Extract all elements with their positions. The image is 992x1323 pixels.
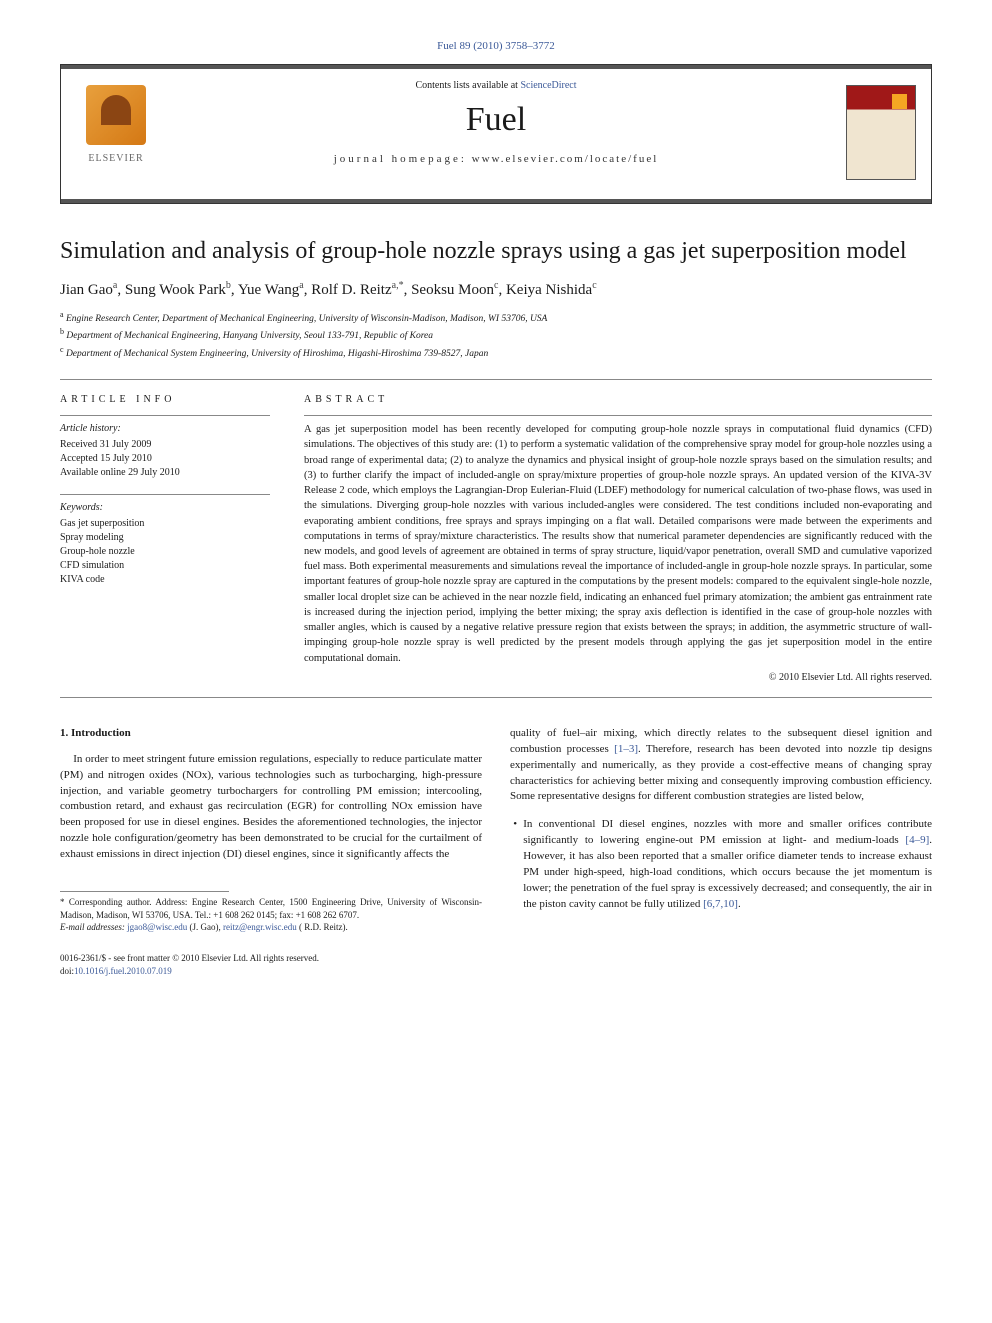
- bullet-list: In conventional DI diesel engines, nozzl…: [510, 817, 932, 913]
- body-column-right: quality of fuel–air mixing, which direct…: [510, 726, 932, 934]
- keywords-label: Keywords:: [60, 501, 270, 515]
- header-center: Contents lists available at ScienceDirec…: [181, 80, 811, 165]
- affiliations: a Engine Research Center, Department of …: [60, 309, 932, 361]
- article-history-label: Article history:: [60, 422, 270, 436]
- author: Keiya Nishidac: [506, 282, 597, 298]
- doi-line: doi:10.1016/j.fuel.2010.07.019: [60, 965, 932, 978]
- keyword: KIVA code: [60, 573, 270, 587]
- article-info-heading: ARTICLE INFO: [60, 394, 270, 405]
- history-item: Available online 29 July 2010: [60, 466, 270, 480]
- elsevier-label: ELSEVIER: [76, 153, 156, 164]
- section-heading: 1. Introduction: [60, 726, 482, 742]
- email-line: E-mail addresses: jgao8@wisc.edu (J. Gao…: [60, 921, 482, 934]
- list-item: In conventional DI diesel engines, nozzl…: [510, 817, 932, 913]
- article-info-panel: ARTICLE INFO Article history: Received 3…: [60, 394, 270, 683]
- body-column-left: 1. Introduction In order to meet stringe…: [60, 726, 482, 934]
- contents-available-line: Contents lists available at ScienceDirec…: [181, 80, 811, 91]
- history-item: Accepted 15 July 2010: [60, 452, 270, 466]
- contents-prefix: Contents lists available at: [415, 80, 520, 91]
- author: Rolf D. Reitza,*: [311, 282, 403, 298]
- info-abstract-row: ARTICLE INFO Article history: Received 3…: [60, 394, 932, 683]
- body-paragraph: In order to meet stringent future emissi…: [60, 752, 482, 864]
- homepage-label: journal homepage:: [334, 153, 467, 165]
- doi-label: doi:: [60, 966, 74, 976]
- abstract-panel: ABSTRACT A gas jet superposition model h…: [304, 394, 932, 683]
- author-list: Jian Gaoa, Sung Wook Parkb, Yue Wanga, R…: [60, 280, 932, 299]
- citation-link[interactable]: [6,7,10]: [703, 898, 738, 910]
- email-label: E-mail addresses:: [60, 922, 125, 932]
- affiliation: b Department of Mechanical Engineering, …: [60, 326, 932, 343]
- page-footer: 0016-2361/$ - see front matter © 2010 El…: [60, 952, 932, 977]
- article-history-block: Article history: Received 31 July 2009 A…: [60, 415, 270, 480]
- author: Yue Wanga: [238, 282, 304, 298]
- body-columns: 1. Introduction In order to meet stringe…: [60, 726, 932, 934]
- front-matter-line: 0016-2361/$ - see front matter © 2010 El…: [60, 952, 932, 965]
- abstract-heading: ABSTRACT: [304, 394, 932, 405]
- author: Jian Gaoa: [60, 282, 117, 298]
- footnote-divider: [60, 891, 229, 892]
- homepage-line: journal homepage: www.elsevier.com/locat…: [181, 153, 811, 165]
- elsevier-tree-icon: [86, 85, 146, 145]
- keyword: Gas jet superposition: [60, 517, 270, 531]
- abstract-copyright: © 2010 Elsevier Ltd. All rights reserved…: [304, 672, 932, 683]
- doi-link[interactable]: 10.1016/j.fuel.2010.07.019: [74, 966, 172, 976]
- history-item: Received 31 July 2009: [60, 438, 270, 452]
- journal-name: Fuel: [181, 101, 811, 139]
- author: Sung Wook Parkb: [125, 282, 231, 298]
- keyword: Group-hole nozzle: [60, 545, 270, 559]
- footnotes: * Corresponding author. Address: Engine …: [60, 896, 482, 934]
- keywords-block: Keywords: Gas jet superposition Spray mo…: [60, 494, 270, 587]
- email-link[interactable]: reitz@engr.wisc.edu: [223, 922, 297, 932]
- sciencedirect-link[interactable]: ScienceDirect: [520, 80, 576, 91]
- author: Seoksu Moonc: [411, 282, 498, 298]
- corresponding-author-note: * Corresponding author. Address: Engine …: [60, 896, 482, 921]
- journal-reference: Fuel 89 (2010) 3758–3772: [60, 40, 932, 52]
- header-bottom-rule: [61, 199, 931, 203]
- journal-header: ELSEVIER Contents lists available at Sci…: [60, 64, 932, 204]
- citation-link[interactable]: [4–9]: [905, 834, 929, 846]
- journal-reference-text[interactable]: Fuel 89 (2010) 3758–3772: [437, 40, 555, 52]
- section-divider: [60, 697, 932, 698]
- section-divider: [60, 379, 932, 380]
- header-top-rule: [61, 65, 931, 69]
- body-paragraph: quality of fuel–air mixing, which direct…: [510, 726, 932, 806]
- elsevier-logo: ELSEVIER: [76, 85, 156, 185]
- keyword: CFD simulation: [60, 559, 270, 573]
- citation-link[interactable]: [1–3]: [614, 743, 638, 755]
- affiliation: c Department of Mechanical System Engine…: [60, 344, 932, 361]
- affiliation: a Engine Research Center, Department of …: [60, 309, 932, 326]
- abstract-text: A gas jet superposition model has been r…: [304, 415, 932, 666]
- homepage-url[interactable]: www.elsevier.com/locate/fuel: [472, 153, 659, 165]
- keyword: Spray modeling: [60, 531, 270, 545]
- email-link[interactable]: jgao8@wisc.edu: [127, 922, 187, 932]
- journal-cover-thumbnail: [846, 85, 916, 180]
- article-title: Simulation and analysis of group-hole no…: [60, 236, 932, 266]
